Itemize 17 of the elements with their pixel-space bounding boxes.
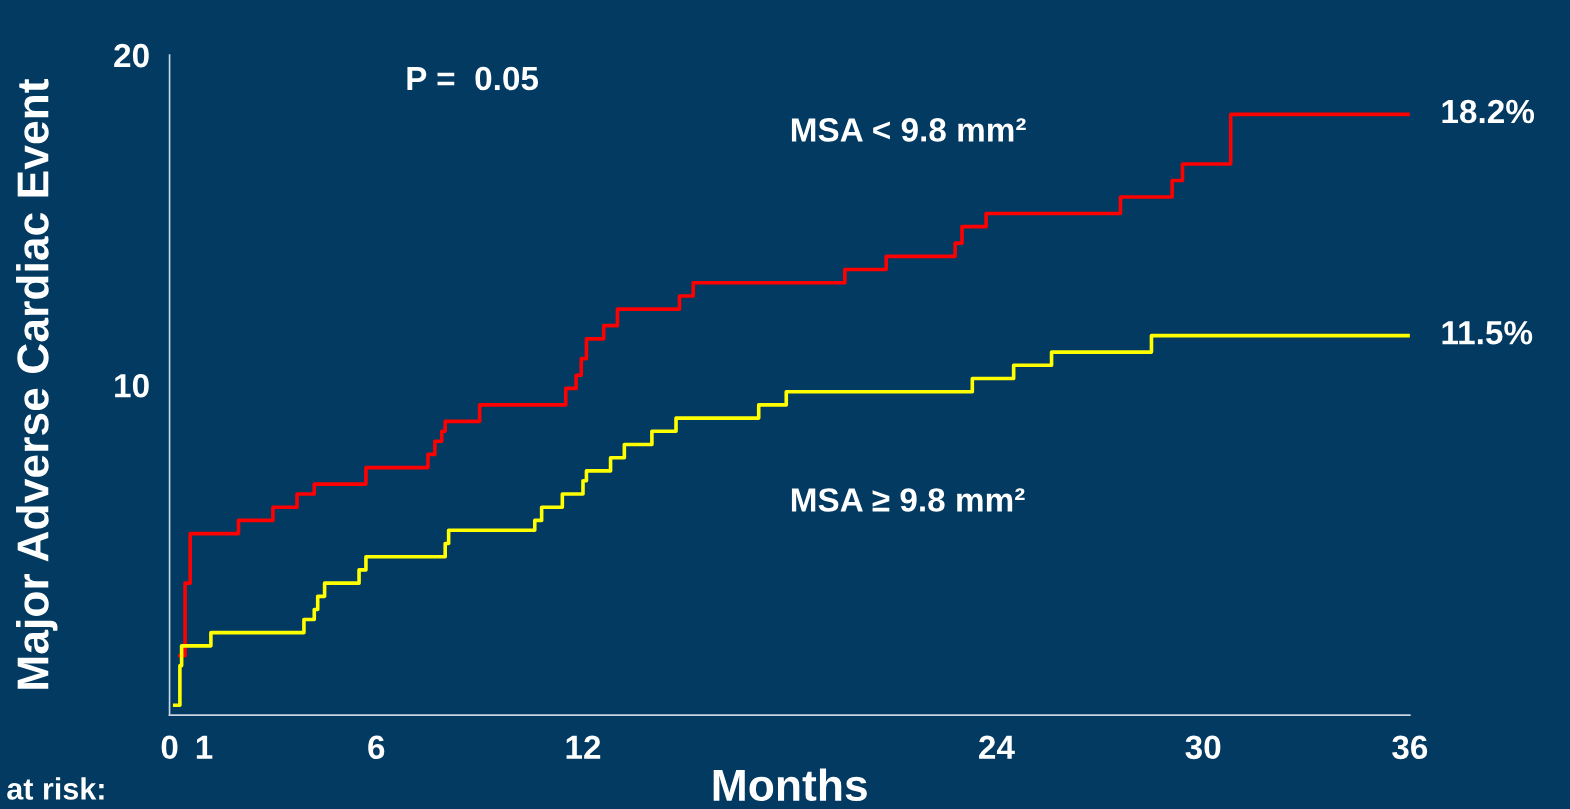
text: MSA ≥ 9.8 mm² bbox=[791, 488, 1025, 512]
x-tick-label: 1 bbox=[196, 735, 213, 759]
x-tick-label: 0 bbox=[161, 735, 178, 760]
annotation: 11.5% bbox=[1442, 321, 1533, 345]
x-tick-label: 12 bbox=[566, 735, 601, 759]
x-tick-label: 6 bbox=[368, 735, 385, 760]
x-tick-label: 24 bbox=[979, 735, 1015, 759]
annotation: P = 0.05 bbox=[407, 66, 539, 91]
y-axis-title: Major Adverse Cardiac Event bbox=[16, 78, 58, 689]
text: MSA < 9.8 mm² bbox=[791, 118, 1026, 142]
y-tick-label: 20 bbox=[114, 43, 149, 68]
x-axis-title: Months bbox=[713, 768, 867, 802]
x-tick-label: 30 bbox=[1185, 735, 1221, 760]
y-tick-label: 10 bbox=[115, 373, 149, 398]
text: at risk: bbox=[7, 777, 104, 800]
annotation: 18.2% bbox=[1442, 99, 1535, 124]
x-tick-label: 36 bbox=[1392, 735, 1428, 760]
